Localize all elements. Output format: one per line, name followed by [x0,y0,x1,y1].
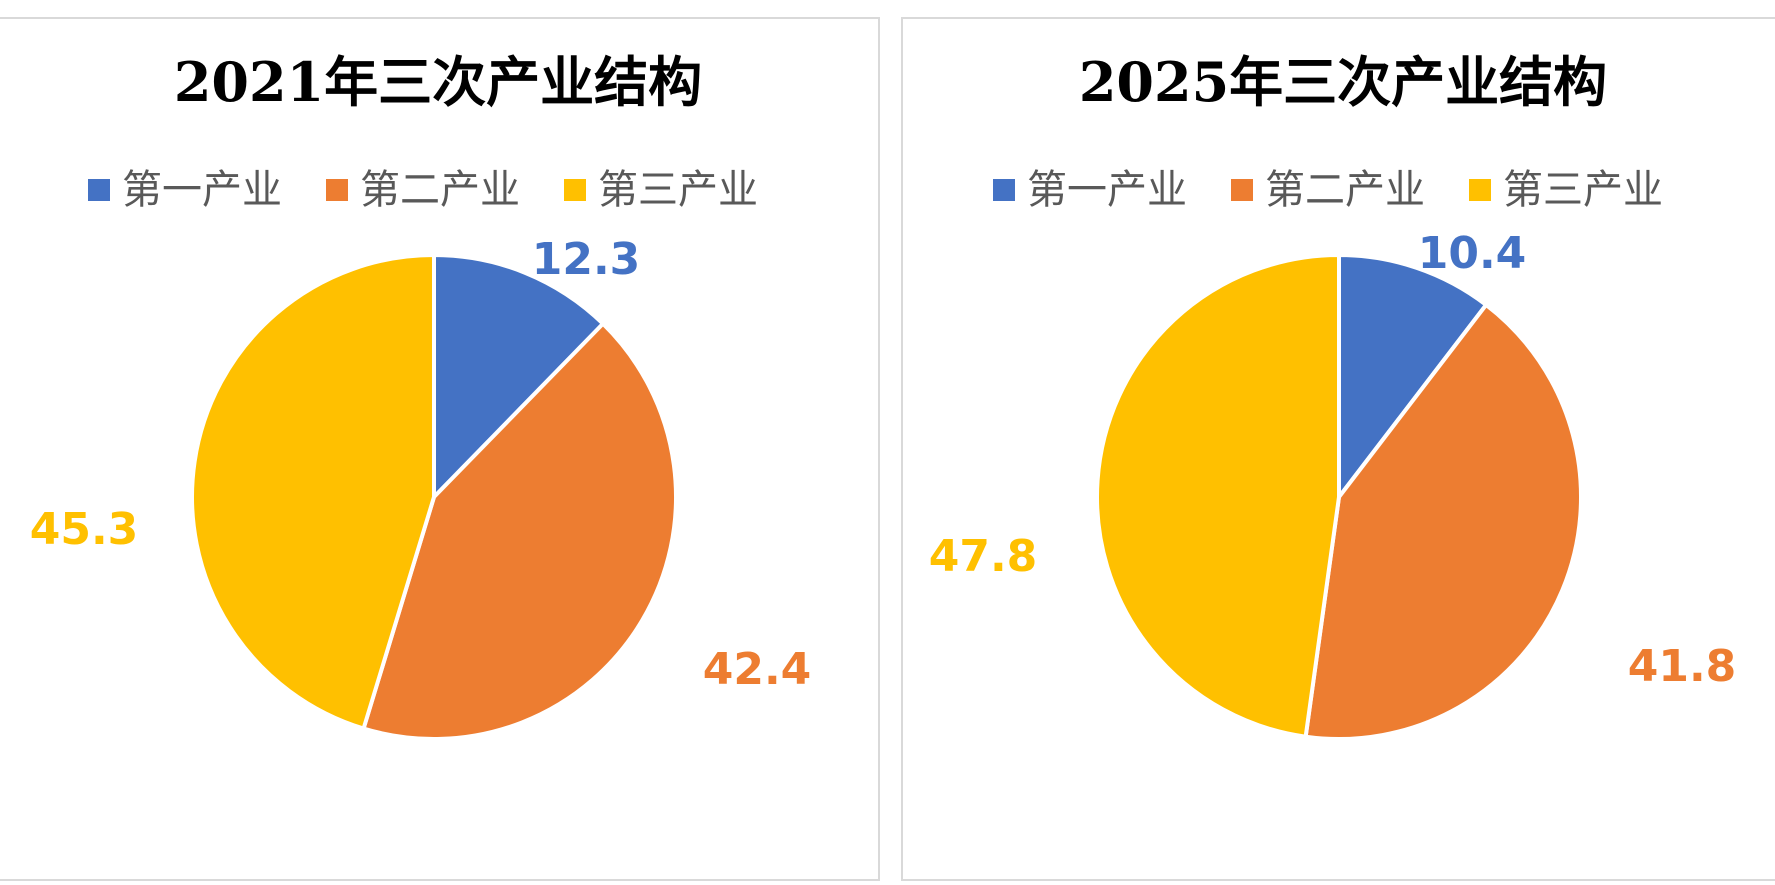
legend-label: 第二产业 [1265,167,1425,213]
pie-slice [1303,302,1583,741]
chart-title: 2025年三次产业结构 [1079,50,1607,114]
pie-chart-2025: 2025年三次产业结构 第一产业 第二产业 第三产业 10.4 41.8 47.… [929,50,1737,741]
chart-panel-2025: 2025年三次产业结构 第一产业 第二产业 第三产业 10.4 41.8 47.… [901,17,1775,881]
data-labels: 12.3 42.4 45.3 [30,234,812,695]
legend-swatch [1231,179,1253,201]
legend-swatch [88,179,110,201]
data-label: 41.8 [1628,641,1737,692]
pie-slice [1095,253,1341,739]
legend-swatch [1469,179,1491,201]
legend: 第一产业 第二产业 第三产业 [88,167,758,213]
data-label: 10.4 [1418,228,1527,279]
chart-panel-2021: 2021年三次产业结构 第一产业 第二产业 第三产业 12.3 42.4 45.… [0,17,880,881]
pie-slice [361,321,679,741]
data-labels: 10.4 41.8 47.8 [929,228,1737,692]
pie-chart-2021: 2021年三次产业结构 第一产业 第二产业 第三产业 12.3 42.4 45.… [30,50,812,741]
legend-swatch [564,179,586,201]
data-label: 47.8 [929,531,1038,582]
pie-slice [1337,253,1489,499]
legend-label: 第三产业 [1503,167,1663,213]
data-label: 12.3 [532,234,641,285]
data-label: 45.3 [30,504,139,555]
legend-swatch [993,179,1015,201]
legend: 第一产业 第二产业 第三产业 [993,167,1663,213]
pie-slice [432,253,605,499]
legend-label: 第二产业 [360,167,520,213]
chart-title: 2021年三次产业结构 [174,50,702,114]
pie-slice [190,253,436,731]
legend-label: 第三产业 [598,167,758,213]
legend-label: 第一产业 [122,167,282,213]
legend-swatch [326,179,348,201]
pie-slices [1095,253,1583,741]
legend-label: 第一产业 [1027,167,1187,213]
pie-slices [190,253,679,741]
data-label: 42.4 [703,644,812,695]
